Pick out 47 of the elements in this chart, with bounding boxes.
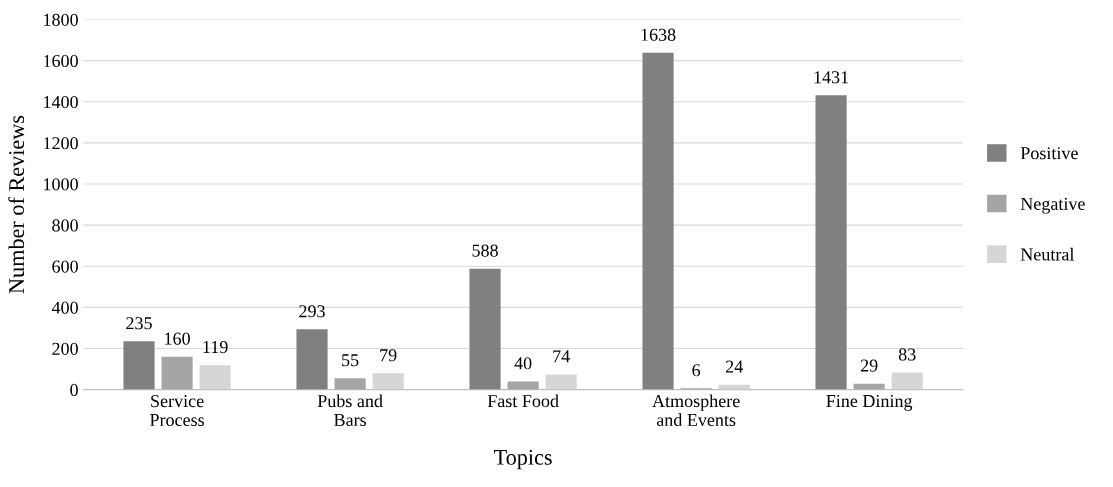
x-axis-title: Topics: [494, 449, 552, 470]
bar: [891, 372, 923, 390]
data-label: 160: [165, 332, 190, 345]
x-tick-label: Fast Food: [487, 394, 559, 408]
bar: [334, 378, 366, 390]
data-label: 293: [299, 305, 325, 318]
legend-label: Positive: [1020, 147, 1078, 160]
bar: [372, 373, 404, 390]
data-label: 55: [342, 354, 359, 367]
data-label: 79: [380, 349, 397, 362]
y-tick-label: 1200: [44, 137, 78, 150]
x-tick-label: Fine Dining: [826, 394, 913, 411]
bar: [507, 381, 539, 390]
data-label: 74: [553, 350, 570, 363]
x-tick-label: Pubs and Bars: [317, 394, 383, 427]
legend-label: Neutral: [1020, 247, 1075, 261]
data-label: 1431: [814, 71, 849, 84]
x-tick-label: Atmosphere and Events: [652, 394, 740, 427]
y-tick-label: 0: [70, 383, 78, 397]
data-label: 1638: [641, 28, 676, 41]
bar: [469, 268, 501, 390]
y-tick-label: 1000: [44, 178, 78, 191]
y-tick-label: 1400: [44, 95, 78, 109]
y-tick-label: 800: [52, 219, 78, 232]
bar: [642, 52, 674, 390]
y-tick-label: 600: [52, 260, 78, 273]
data-label: 83: [898, 348, 916, 361]
y-tick-label: 400: [51, 301, 78, 314]
bar: [199, 365, 231, 390]
data-label: 235: [126, 317, 152, 330]
bar: [123, 341, 155, 390]
bar: [161, 356, 193, 390]
data-label: 29: [860, 359, 878, 372]
y-tick-label: 1800: [44, 13, 78, 26]
y-axis-title: Number of Reviews: [8, 115, 25, 294]
y-tick-label: 1600: [44, 54, 78, 68]
bar: [815, 95, 847, 390]
bar: [545, 374, 577, 390]
data-label: 6: [692, 364, 701, 377]
data-label: 24: [725, 360, 743, 373]
data-label: 119: [203, 341, 228, 354]
data-label: 588: [472, 244, 498, 257]
x-tick-label: Service Process: [150, 395, 204, 427]
legend-label: Negative: [1020, 197, 1085, 214]
bar: [296, 329, 328, 390]
y-tick-label: 200: [52, 342, 78, 355]
data-label: 40: [514, 357, 532, 370]
